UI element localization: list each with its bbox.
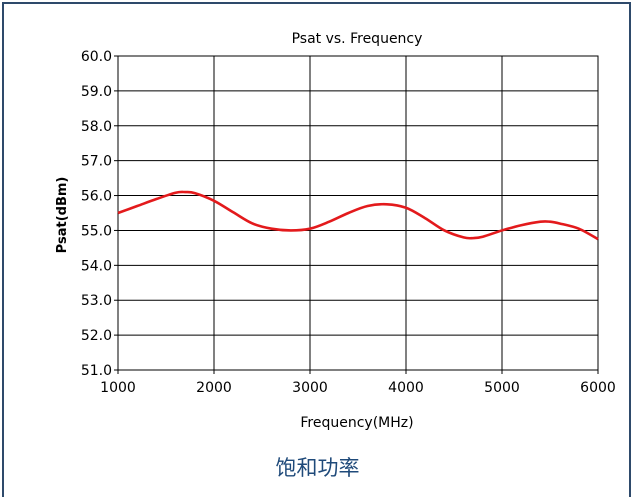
- y-tick-label: 59.0: [81, 84, 112, 100]
- caption: 饱和功率: [275, 456, 360, 480]
- series-group: [117, 190, 599, 241]
- y-tick-label: 58.0: [81, 119, 112, 135]
- x-tick-label: 1000: [100, 380, 136, 396]
- plot-border: [117, 55, 599, 371]
- grid-lines: [117, 55, 599, 371]
- y-tick-label: 53.0: [81, 293, 112, 309]
- x-axis-label: Frequency(MHz): [300, 415, 413, 431]
- x-tick-label: 6000: [580, 380, 616, 396]
- x-tick-label: 5000: [484, 380, 520, 396]
- series-line-psat: [117, 190, 599, 241]
- x-tick-label: 2000: [196, 380, 232, 396]
- y-tick-label: 54.0: [81, 258, 112, 274]
- y-tick-label: 60.0: [81, 49, 112, 65]
- chart-title: Psat vs. Frequency: [292, 31, 423, 47]
- y-tick-label: 52.0: [81, 328, 112, 344]
- x-tick-label: 3000: [292, 380, 328, 396]
- y-tick-label: 56.0: [81, 189, 112, 205]
- y-tick-label: 51.0: [81, 363, 112, 379]
- x-axis: 1000 2000 3000 4000 5000 6000: [100, 370, 616, 396]
- y-tick-label: 57.0: [81, 154, 112, 170]
- y-tick-label: 55.0: [81, 223, 112, 239]
- y-axis-label: Psat(dBm): [55, 177, 70, 254]
- x-tick-label: 4000: [388, 380, 424, 396]
- y-axis: 51.0 52.0 53.0 54.0 55.0 56.0 57.0 58.0 59.0 60.0: [81, 49, 118, 379]
